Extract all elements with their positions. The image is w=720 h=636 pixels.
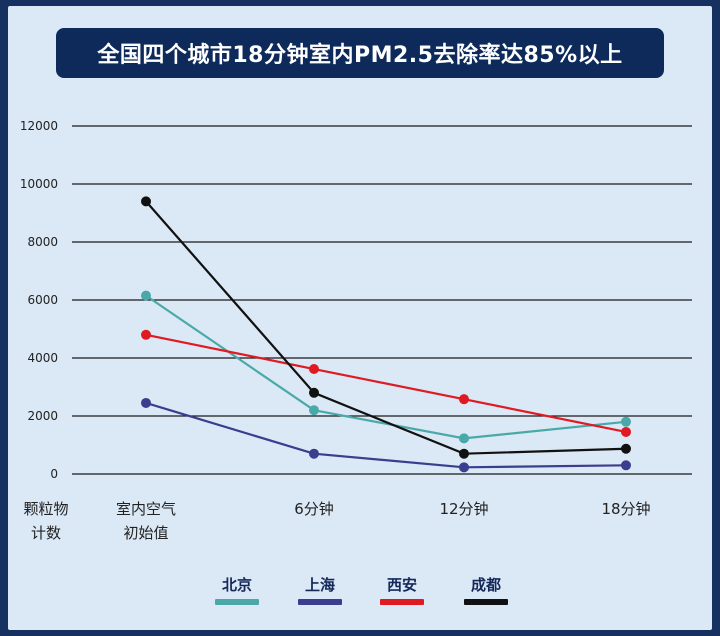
- legend-label: 北京: [222, 576, 252, 594]
- data-point: [621, 416, 631, 427]
- y-tick-label: 4000: [27, 351, 58, 365]
- data-point: [309, 405, 319, 416]
- y-axis-label-line: 颗粒物: [23, 500, 68, 518]
- legend-label: 成都: [471, 576, 501, 594]
- data-point: [309, 448, 319, 459]
- data-point: [459, 448, 469, 459]
- data-point: [621, 460, 631, 471]
- data-point: [141, 290, 151, 301]
- legend-swatch: [380, 599, 424, 605]
- data-point: [309, 364, 319, 375]
- chart-title-banner: 全国四个城市18分钟室内PM2.5去除率达85%以上: [56, 28, 664, 78]
- data-point: [141, 329, 151, 340]
- data-point: [621, 443, 631, 454]
- x-category-label: 12分钟: [439, 500, 488, 518]
- data-point: [459, 394, 469, 405]
- legend-swatch: [215, 599, 259, 605]
- gridlines: [72, 125, 692, 475]
- chart-title: 全国四个城市18分钟室内PM2.5去除率达85%以上: [97, 43, 623, 68]
- y-axis-ticks: 12000 10000 8000 6000 4000 2000 0: [20, 119, 58, 481]
- legend-label: 西安: [387, 576, 417, 594]
- series-line-上海: [145, 401, 627, 469]
- legend: 北京 上海 西安 成都: [215, 576, 508, 605]
- x-category-label: 18分钟: [601, 500, 650, 518]
- x-category-label: 6分钟: [294, 500, 334, 518]
- y-tick-label: 12000: [20, 119, 58, 133]
- y-tick-label: 0: [50, 467, 58, 481]
- data-point: [141, 397, 151, 408]
- data-point: [621, 426, 631, 437]
- legend-swatch: [298, 599, 342, 605]
- y-tick-label: 10000: [20, 177, 58, 191]
- series-points: [141, 196, 631, 473]
- data-point: [309, 387, 319, 398]
- x-category-label: 室内空气: [116, 500, 176, 518]
- series-line-成都: [145, 200, 627, 455]
- data-point: [459, 433, 469, 444]
- y-tick-label: 6000: [27, 293, 58, 307]
- legend-swatch: [464, 599, 508, 605]
- x-category-label: 初始值: [123, 524, 168, 542]
- data-point: [141, 196, 151, 207]
- y-axis-label-line: 计数: [31, 524, 61, 542]
- y-tick-label: 8000: [27, 235, 58, 249]
- chart-frame: [8, 6, 712, 630]
- legend-label: 上海: [305, 576, 335, 594]
- data-point: [459, 462, 469, 473]
- y-tick-label: 2000: [27, 409, 58, 423]
- series-lines: [145, 200, 627, 469]
- series-line-西安: [145, 333, 627, 434]
